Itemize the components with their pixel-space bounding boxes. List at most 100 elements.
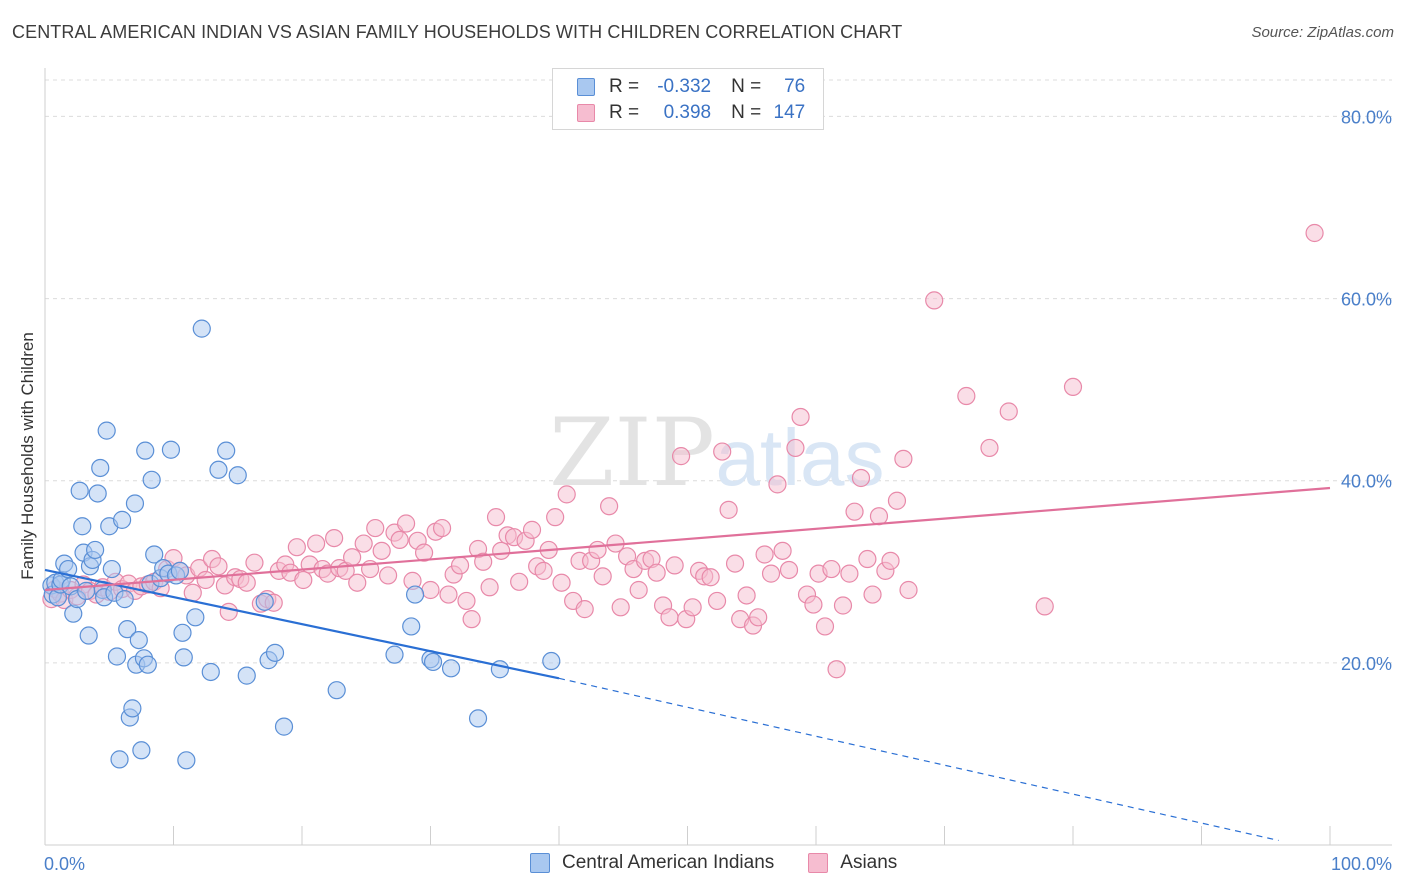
stats-row-central-american-indians: R = -0.332 N = 76	[577, 74, 805, 100]
asian-point	[588, 540, 607, 560]
central-american-indian-point	[73, 517, 92, 536]
central-american-indians-points	[42, 319, 561, 770]
stats-legend: R = -0.332 N = 76 R = 0.398 N = 147	[552, 68, 824, 130]
central-american-indian-point	[97, 421, 116, 440]
legend-swatch-pink	[808, 853, 829, 873]
legend-label: Asians	[840, 852, 898, 873]
y-tick-label: 20.0%	[1341, 654, 1392, 674]
asian-point	[534, 561, 553, 580]
y-axis-label: Family Households with Children	[18, 332, 37, 580]
asian-point	[887, 491, 907, 510]
n-label: N =	[731, 76, 762, 97]
asian-point	[196, 570, 215, 590]
chart-title: CENTRAL AMERICAN INDIAN VS ASIAN FAMILY …	[12, 22, 903, 42]
stats-row-asians: R = 0.398 N = 147	[577, 100, 805, 126]
asian-point	[209, 557, 228, 576]
asian-point	[629, 580, 648, 600]
central-american-indian-point	[161, 440, 181, 459]
asian-point	[546, 508, 565, 527]
central-american-indian-point	[192, 319, 211, 338]
central-american-indian-point	[91, 458, 110, 478]
asian-point	[439, 585, 458, 604]
tick-labels: 20.0% 40.0% 60.0% 80.0% 0.0% 100.0%	[44, 107, 1392, 874]
asian-point	[183, 583, 202, 602]
central-american-indian-point	[129, 630, 148, 650]
central-american-indian-point	[255, 592, 274, 611]
asian-point	[294, 570, 313, 590]
asian-point	[719, 500, 738, 519]
central-american-indian-point	[237, 666, 256, 685]
asian-point	[833, 596, 853, 615]
asian-point	[773, 541, 792, 560]
asian-point	[396, 514, 416, 533]
central-american-indian-point	[174, 648, 193, 667]
asian-point	[522, 520, 542, 539]
asian-point	[683, 598, 702, 617]
asian-point	[552, 573, 571, 592]
central-american-indian-point	[70, 481, 89, 500]
legend-swatch-blue	[530, 853, 550, 873]
central-american-indian-point	[385, 645, 404, 664]
asian-point	[325, 528, 344, 548]
asian-point	[671, 447, 691, 466]
r-label: R =	[609, 76, 640, 97]
r-value: 0.398	[663, 102, 712, 123]
central-american-indian-point	[177, 751, 196, 770]
central-american-indian-point	[110, 750, 129, 769]
pink-swatch	[577, 104, 595, 122]
asian-point	[307, 534, 326, 553]
trend-line-asians	[44, 486, 1331, 592]
asian-point	[421, 580, 440, 600]
n-value: 76	[784, 76, 806, 97]
central-american-indian-point	[209, 460, 228, 479]
central-american-indian-point	[217, 441, 236, 460]
asian-point	[1305, 223, 1324, 243]
y-tick-label: 60.0%	[1341, 290, 1392, 310]
asian-point	[1063, 377, 1083, 397]
central-american-indian-point	[173, 623, 192, 642]
asian-point	[881, 551, 900, 570]
asian-point	[480, 578, 499, 597]
asian-point	[245, 553, 264, 572]
asian-point	[999, 402, 1018, 421]
asian-point	[1035, 597, 1054, 616]
series-legend: Central American Indians Asians	[530, 852, 931, 874]
asian-point	[845, 502, 864, 521]
central-american-indian-point	[402, 617, 421, 636]
asian-point	[980, 438, 999, 458]
central-american-indian-point	[327, 681, 346, 700]
asian-point	[492, 541, 511, 560]
asian-point	[737, 586, 756, 605]
source-label: Source: ZipAtlas.com	[1251, 24, 1394, 41]
trend-lines	[44, 486, 1331, 842]
asian-point	[366, 518, 385, 538]
central-american-indian-point	[138, 655, 157, 674]
asian-point	[593, 567, 612, 586]
r-value: -0.332	[657, 76, 712, 97]
asian-point	[707, 591, 727, 611]
central-american-indian-point	[441, 659, 461, 678]
central-american-indian-point	[490, 660, 509, 679]
trend-line-extension	[558, 677, 1279, 842]
asian-point	[647, 563, 666, 582]
central-american-indian-point	[86, 540, 105, 560]
n-label: N =	[731, 102, 762, 123]
asian-point	[925, 291, 944, 310]
asian-point	[786, 438, 805, 458]
asian-point	[372, 541, 391, 560]
central-american-indian-point	[228, 466, 247, 485]
asian-point	[899, 580, 918, 600]
asian-point	[822, 559, 841, 579]
legend-item-central-american-indians: Central American Indians	[530, 852, 774, 874]
asian-point	[432, 518, 452, 538]
central-american-indian-point	[423, 652, 443, 672]
central-american-indian-point	[102, 559, 121, 579]
central-american-indian-point	[405, 585, 425, 604]
asian-point	[957, 386, 976, 406]
asian-point	[761, 564, 781, 583]
asian-point	[450, 556, 470, 575]
asian-point	[237, 573, 256, 592]
asian-point	[858, 549, 877, 569]
asian-point	[749, 608, 768, 627]
